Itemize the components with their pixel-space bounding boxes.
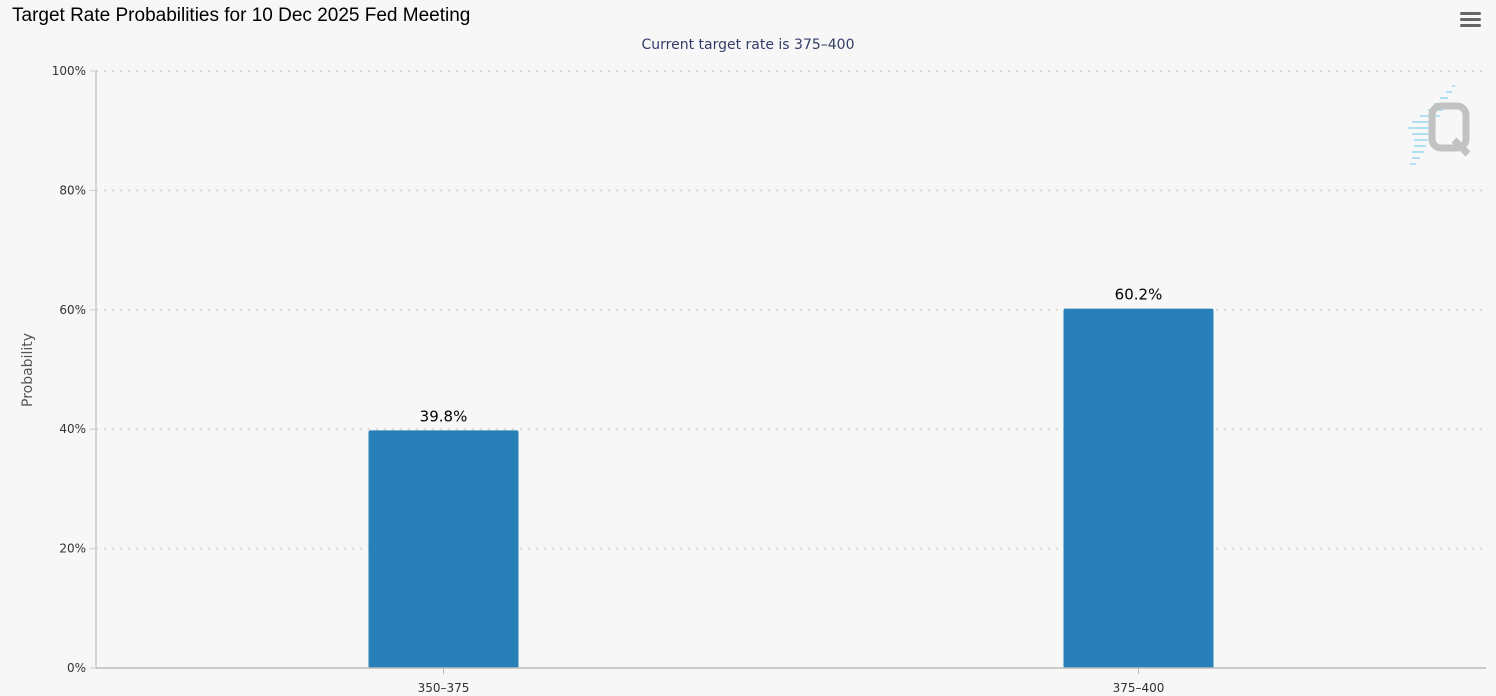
y-tick-label: 100% xyxy=(52,64,86,78)
x-tick-label: 375–400 xyxy=(1113,681,1165,695)
bar[interactable] xyxy=(368,430,519,668)
y-tick-label: 20% xyxy=(59,542,86,556)
chart-title: Target Rate Probabilities for 10 Dec 202… xyxy=(12,5,471,26)
x-tick-label: 350–375 xyxy=(418,681,470,695)
y-tick-label: 80% xyxy=(59,183,86,197)
bar-data-label: 39.8% xyxy=(420,407,468,425)
y-axis: 0% 20% 40% 60% 80% 100% xyxy=(52,64,97,675)
bars: 39.8% 60.2% xyxy=(368,286,1214,668)
chart-subtitle: Current target rate is 375–400 xyxy=(641,37,855,53)
bar-data-label: 60.2% xyxy=(1115,286,1163,304)
y-tick-label: 60% xyxy=(59,303,86,317)
hamburger-menu-icon[interactable] xyxy=(1456,8,1484,32)
bar[interactable] xyxy=(1063,308,1214,668)
watermark-logo xyxy=(1408,85,1471,165)
y-tick-label: 0% xyxy=(67,661,86,675)
y-axis-label: Probability xyxy=(20,333,36,407)
x-axis: 350–375 375–400 xyxy=(96,667,1486,695)
y-tick-label: 40% xyxy=(59,422,86,436)
gridlines xyxy=(96,70,1486,550)
